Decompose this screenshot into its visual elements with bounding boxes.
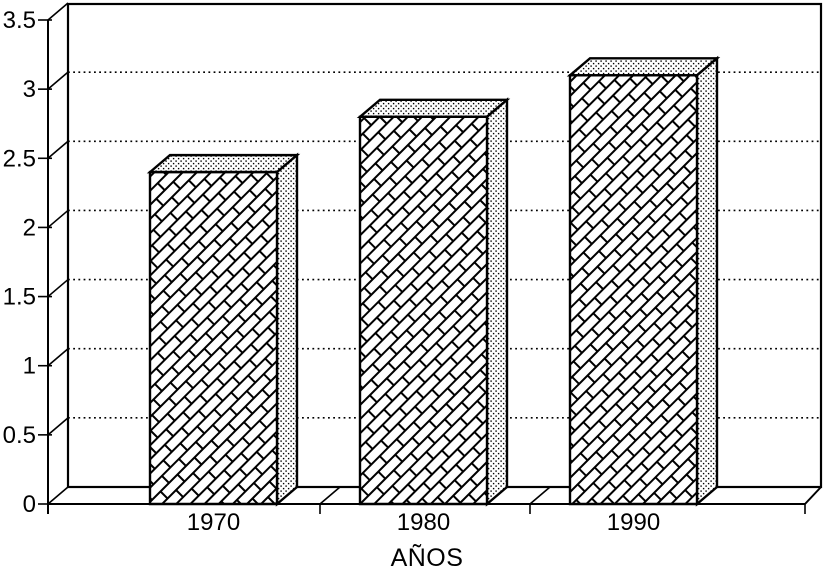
floor-separator-2 bbox=[529, 486, 551, 505]
y-tick-connector-0 bbox=[47, 486, 69, 505]
x-axis-title: AÑOS bbox=[391, 543, 464, 572]
x-tick-label-1990: 1990 bbox=[607, 509, 660, 536]
y-tick-connector-2 bbox=[47, 209, 69, 229]
y-tick-label-2: 2 bbox=[23, 214, 36, 241]
y-tick-connector-2.5 bbox=[47, 140, 69, 159]
y-tick-label-3: 3 bbox=[23, 76, 36, 103]
y-tick-connector-1.5 bbox=[47, 278, 69, 298]
bar-top-face-1980 bbox=[356, 98, 511, 119]
bar-front-face-1970 bbox=[148, 170, 279, 506]
bar-front-face-1980 bbox=[358, 115, 489, 506]
bar-1990 bbox=[566, 55, 721, 507]
y-tick-label-1.5: 1.5 bbox=[3, 284, 36, 311]
y-tick-connector-0.5 bbox=[47, 417, 69, 436]
plot-area: 0 0.5 1 1.5 2 2.5 3 3.5 1970 1980 1990 bbox=[3, 2, 823, 536]
floor-separator-1 bbox=[319, 486, 341, 505]
bar-side-face-1980 bbox=[485, 97, 509, 507]
y-tick-connector-1 bbox=[47, 348, 69, 367]
bar-front-face-1990 bbox=[568, 74, 699, 506]
y-tick-label-0.5: 0.5 bbox=[3, 422, 36, 449]
floor-right-edge bbox=[804, 486, 822, 505]
bar-1970 bbox=[146, 152, 301, 507]
y-tick-label-0: 0 bbox=[23, 491, 36, 518]
bar-top-face-1990 bbox=[566, 57, 721, 77]
y-tick-label-1: 1 bbox=[23, 353, 36, 380]
x-tick-label-1980: 1980 bbox=[397, 509, 450, 536]
y-tick-label-2.5: 2.5 bbox=[3, 145, 36, 172]
y-tick-label-3.5: 3.5 bbox=[3, 7, 36, 34]
bar-top-face-1970 bbox=[146, 153, 301, 174]
y-tick-connector-3.5 bbox=[47, 2, 69, 21]
y-tick-connector-3 bbox=[47, 71, 69, 90]
x-tick-label-1970: 1970 bbox=[187, 509, 240, 536]
bar-1980 bbox=[356, 97, 511, 507]
bar-side-face-1990 bbox=[695, 55, 719, 507]
bar-side-face-1970 bbox=[275, 152, 299, 507]
